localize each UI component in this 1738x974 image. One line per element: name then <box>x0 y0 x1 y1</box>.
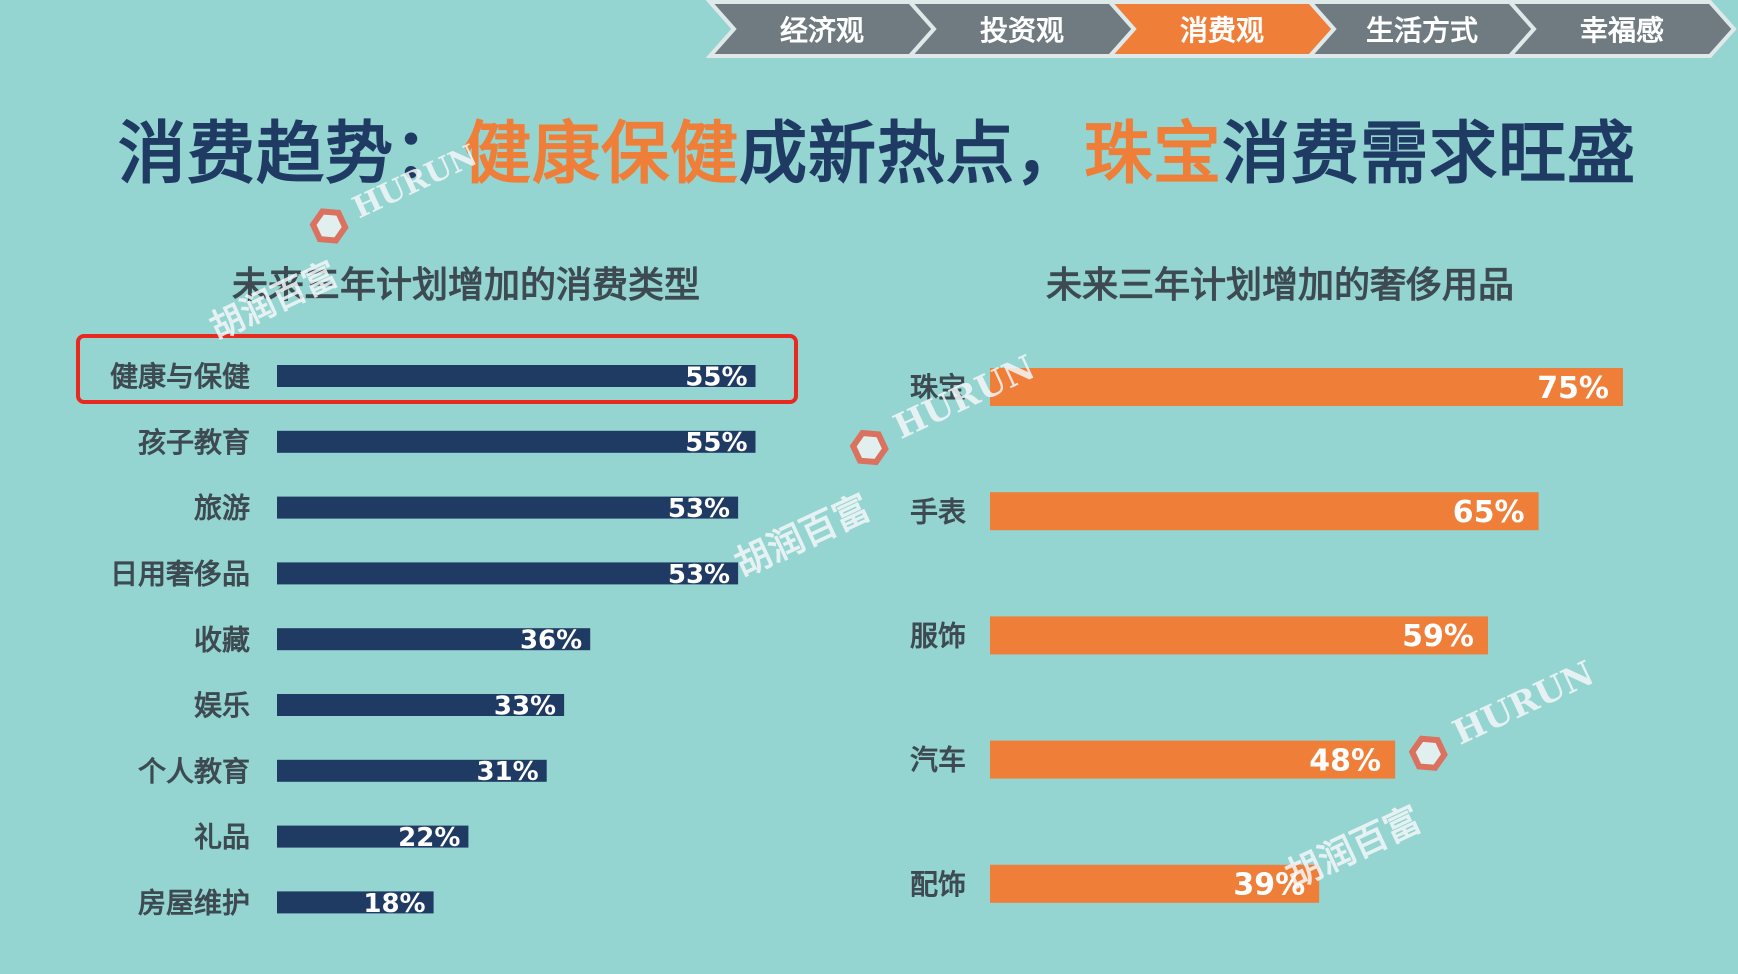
nav-item-4[interactable] <box>1505 0 1737 58</box>
section-nav: 经济观 投资观 消费观 生活方式 幸福感 <box>705 0 1737 58</box>
nav-chevrons: 经济观 投资观 消费观 生活方式 幸福感 <box>705 0 1737 58</box>
value-label: 48% <box>1309 743 1381 778</box>
value-label: 36% <box>520 626 582 656</box>
bar <box>277 496 739 519</box>
category-label: 收藏 <box>194 623 250 656</box>
category-label: 孩子教育 <box>138 426 250 459</box>
watermark-1: HURUN 胡润百富 <box>168 138 508 348</box>
value-label: 59% <box>1402 619 1474 654</box>
bar <box>990 492 1539 531</box>
nav-item-label-0: 经济观 <box>780 14 864 47</box>
bar <box>277 694 565 716</box>
category-label: 珠宝 <box>910 371 966 404</box>
value-label: 18% <box>363 889 425 919</box>
watermark-cn: 胡润百富 <box>728 487 876 586</box>
bar <box>277 365 756 387</box>
category-label: 礼品 <box>194 821 250 854</box>
hurun-logo-icon <box>849 429 889 466</box>
highlight-box <box>76 334 798 404</box>
bar <box>277 891 434 914</box>
value-label: 53% <box>668 560 730 590</box>
title-part-2: 成新热点， <box>739 115 1085 194</box>
value-label: 55% <box>685 362 747 392</box>
title-highlight-2: 珠宝 <box>1084 115 1223 194</box>
category-label: 服饰 <box>910 619 966 652</box>
category-label: 汽车 <box>910 744 966 777</box>
bar <box>990 740 1396 779</box>
category-label: 房屋维护 <box>138 886 250 919</box>
bar <box>277 562 739 585</box>
category-label: 健康与保健 <box>110 360 250 393</box>
bar <box>277 825 469 848</box>
bar <box>277 759 547 782</box>
watermark-2: HURUN 胡润百富 <box>690 348 1041 586</box>
bar <box>990 864 1320 903</box>
value-label: 31% <box>476 757 538 787</box>
value-label: 65% <box>1453 495 1525 530</box>
value-label: 39% <box>1233 868 1305 903</box>
bar <box>277 628 591 651</box>
page-title: 消费趋势：健康保健成新热点，珠宝消费需求旺盛 <box>118 98 1636 197</box>
nav-item-label-4: 幸福感 <box>1580 14 1664 47</box>
title-part-3: 消费需求旺盛 <box>1222 115 1637 194</box>
nav-item-label-2: 消费观 <box>1180 14 1264 47</box>
category-label: 手表 <box>910 495 966 528</box>
watermark-3: HURUN 胡润百富 <box>1240 653 1600 897</box>
category-label: 日用奢侈品 <box>110 557 250 590</box>
hurun-logo-icon <box>1408 735 1448 771</box>
hurun-logo-icon <box>309 208 349 244</box>
right-chart-title: 未来三年计划增加的奢侈用品 <box>1046 265 1515 306</box>
value-label: 55% <box>685 428 747 458</box>
category-label: 个人教育 <box>138 755 250 788</box>
category-label: 配饰 <box>910 868 966 901</box>
value-label: 53% <box>668 494 730 524</box>
value-label: 22% <box>398 823 460 853</box>
title-part-1: 消费趋势： <box>118 115 464 194</box>
left-chart-title: 未来三年计划增加的消费类型 <box>232 265 701 306</box>
nav-item-label-3: 生活方式 <box>1366 14 1478 47</box>
nav-item-label-1: 投资观 <box>980 14 1064 47</box>
category-label: 娱乐 <box>194 689 250 722</box>
value-label: 33% <box>494 691 556 721</box>
category-label: 旅游 <box>194 492 250 525</box>
bar <box>990 368 1623 406</box>
luxury-goods-bar-chart: 珠宝 75% 手表 65% 服饰 59% 汽车 48% 配饰 39% <box>910 368 1623 903</box>
title-highlight-1: 健康保健 <box>463 115 740 194</box>
value-label: 75% <box>1537 371 1609 406</box>
bar <box>990 616 1488 655</box>
bar <box>277 430 756 453</box>
consumption-type-bar-chart: 健康与保健 55% 孩子教育 55% 旅游 53% 日用奢侈品 53% 收藏 36% 娱乐 33% 个人… <box>110 360 756 919</box>
